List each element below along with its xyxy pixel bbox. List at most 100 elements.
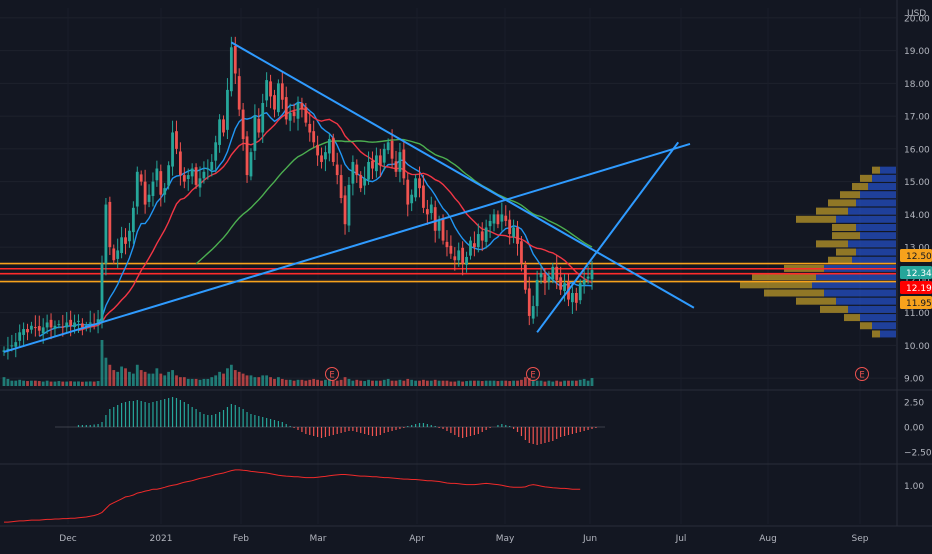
candle (414, 174, 417, 202)
oscillator-bar (540, 427, 542, 444)
candle (30, 321, 33, 334)
oscillator-bar (560, 427, 562, 437)
volume-bar (520, 379, 523, 386)
trendline[interactable] (536, 141, 680, 333)
price-badge-bg (900, 249, 932, 262)
candle (355, 159, 359, 183)
oscillator-bar (422, 423, 425, 427)
oscillator-bar (469, 427, 472, 436)
volume-bar (245, 375, 249, 386)
volume-bar (296, 379, 300, 386)
time-axis[interactable]: Dec 2021 Feb Mar Apr May Jun Jul Aug Sep (59, 534, 868, 544)
candle-body (476, 234, 480, 248)
oscillator-bar (97, 424, 99, 427)
candle (386, 138, 390, 155)
trendline[interactable] (3, 142, 691, 353)
volume-bar (484, 380, 488, 386)
candle (516, 220, 519, 256)
candle (402, 141, 406, 185)
candle (139, 170, 143, 186)
volume-bar (300, 379, 304, 386)
candle (222, 115, 225, 137)
oscillator-bar (454, 427, 456, 435)
volume-bar (202, 378, 206, 386)
volume-bar (253, 377, 257, 386)
candle-body (73, 322, 76, 328)
earnings-label: E (329, 371, 334, 381)
oscillator-bar (281, 422, 283, 427)
profile-bar-down (856, 223, 896, 231)
candle (531, 295, 535, 324)
volume-bar (586, 380, 590, 386)
oscillator-bar (520, 427, 523, 436)
candle (135, 166, 139, 215)
oscillator-bar (156, 401, 158, 427)
oscillator-bar (140, 401, 142, 427)
price-axis[interactable]: USD 20.00 19.00 18.00 17.00 16.00 15.00 14.00 1… (904, 9, 930, 385)
oscillator-bar (211, 415, 213, 427)
pane-separators[interactable] (0, 0, 932, 527)
candle (61, 314, 65, 337)
candle (343, 186, 347, 235)
volume-bar (135, 364, 139, 386)
profile-bar-up (828, 199, 856, 207)
trendlines[interactable] (3, 41, 695, 353)
oscillator-bar (226, 407, 229, 427)
candle (300, 97, 304, 118)
candle-body (543, 274, 547, 284)
volume-bar (535, 380, 539, 386)
volume-bar (343, 377, 347, 386)
candle-body (351, 161, 355, 184)
candle-body (304, 106, 308, 123)
volume-bar (92, 381, 96, 386)
candle (375, 147, 378, 178)
earnings-circle (325, 367, 339, 381)
candle-body (186, 175, 190, 179)
oscillator-bar (168, 398, 170, 427)
candle (104, 198, 108, 276)
price-tick-label: 14.00 (904, 211, 930, 221)
profile-bar-up (828, 256, 852, 264)
candle-body (410, 194, 414, 204)
candle (120, 226, 123, 259)
candle (179, 142, 182, 186)
candle-body (504, 215, 508, 221)
oscillator-bar (340, 427, 342, 433)
candle (543, 268, 547, 295)
volume-bar (100, 340, 104, 386)
candle (539, 265, 543, 284)
volume-bar (582, 378, 586, 386)
price-badge: 11.95 (900, 296, 932, 309)
oscillator-bar (105, 415, 107, 427)
oscillator-bar (571, 427, 573, 434)
oscillator-bar (524, 427, 526, 440)
oscillator-bar (219, 412, 221, 427)
candle-body (143, 181, 147, 205)
candle-body (402, 149, 406, 179)
price-tick-label: 13.00 (904, 244, 930, 254)
oscillator-bar (367, 427, 370, 435)
candle-body (355, 164, 359, 176)
candle-body (277, 83, 280, 113)
volume-bar (578, 379, 582, 386)
volume-bar (214, 375, 218, 386)
candle (457, 242, 461, 267)
profile-bar-down (880, 330, 896, 338)
volume-bar (331, 380, 335, 386)
oscillator-bar (532, 427, 534, 444)
profile-bar-down (852, 256, 896, 264)
profile-bar-up (844, 314, 860, 322)
profile-bar-down (860, 191, 896, 199)
oscillator-bar (289, 426, 291, 427)
trendline[interactable] (230, 41, 695, 309)
candle-body (218, 119, 221, 145)
volume-bar (355, 379, 359, 386)
volume-bar (433, 379, 437, 386)
candle-body (378, 155, 382, 166)
candle-body (241, 109, 245, 140)
volume-bar (386, 378, 390, 386)
volume-bar (559, 381, 563, 386)
candle (206, 159, 210, 180)
